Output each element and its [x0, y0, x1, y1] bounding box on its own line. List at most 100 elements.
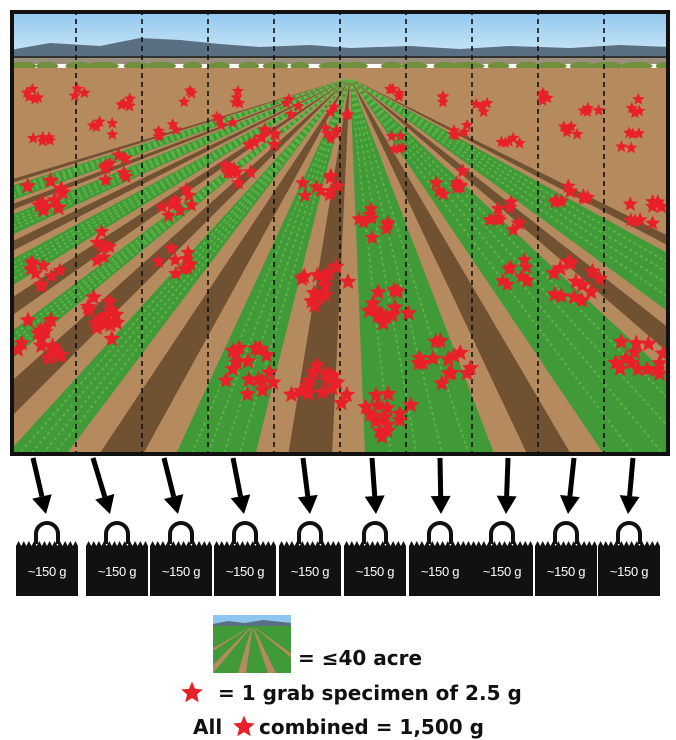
grab-specimen-star [339, 272, 357, 290]
grab-specimen-star [590, 269, 609, 287]
grab-specimen-star [332, 394, 351, 411]
grab-specimen-star [36, 134, 49, 147]
grab-specimen-star [644, 215, 661, 230]
grab-specimen-star [253, 371, 271, 388]
grab-specimen-star [93, 115, 106, 128]
grab-specimen-star [123, 99, 136, 112]
seedling-row [352, 79, 670, 287]
grab-specimen-star [54, 183, 72, 200]
grab-specimen-star [101, 315, 119, 333]
flow-arrow [496, 457, 517, 514]
grab-specimen-star [94, 223, 110, 239]
grab-specimen-star [627, 334, 645, 351]
sample-bag: ~150 g [214, 520, 276, 596]
grab-specimen-star [469, 97, 483, 110]
grab-specimen-star [161, 207, 177, 223]
grab-specimen-star [303, 292, 321, 309]
grab-specimen-star [365, 406, 383, 424]
sample-bag: ~150 g [471, 520, 533, 596]
grab-specimen-star [383, 306, 401, 323]
sample-bag: ~150 g [150, 520, 212, 596]
grab-specimen-star [308, 356, 326, 373]
grab-specimen-star [297, 187, 313, 203]
sample-bag: ~150 g [16, 520, 78, 596]
sample-bag-weight: ~150 g [355, 564, 395, 579]
grab-specimen-star [22, 90, 36, 103]
field-frame [10, 10, 670, 456]
sample-bag: ~150 g [86, 520, 148, 596]
grab-specimen-star [50, 347, 68, 364]
grab-specimen-star [97, 160, 113, 175]
grab-specimen-star [260, 363, 278, 380]
grab-specimen-star [502, 199, 518, 215]
grab-specimen-star [324, 132, 337, 145]
flow-arrow [90, 457, 115, 514]
seedling-row [10, 79, 347, 272]
grab-specimen-star [338, 385, 356, 403]
grab-specimen-star [513, 136, 526, 149]
grab-specimen-star [19, 311, 37, 328]
grab-specimen-star [372, 305, 391, 322]
grab-specimen-star [394, 129, 407, 142]
grab-specimen-star [176, 261, 192, 276]
grab-specimen-star [246, 339, 265, 356]
grab-specimen-star [31, 91, 45, 103]
grab-specimen-star [402, 396, 420, 413]
sample-bag-weight: ~150 g [225, 564, 265, 579]
grab-specimen-star [562, 254, 580, 271]
grab-specimen-star [102, 301, 120, 318]
grab-specimen-stars [10, 82, 670, 445]
grab-specimen-star [226, 160, 242, 176]
grab-specimen-star [42, 171, 60, 189]
grab-specimen-star [52, 262, 68, 277]
grab-specimen-star [154, 198, 170, 214]
grab-specimen-star [166, 118, 179, 130]
grab-specimen-star [213, 112, 226, 125]
grab-specimen-star [35, 257, 51, 273]
seedling-row [238, 79, 351, 456]
grab-specimen-star [267, 126, 283, 141]
grab-specimen-star [28, 265, 44, 280]
grab-specimen-star [231, 84, 245, 97]
grab-specimen-star [439, 350, 457, 367]
grab-specimen-star [369, 283, 387, 300]
grab-specimen-star [323, 183, 339, 198]
grab-specimen-star [626, 127, 639, 140]
grab-specimen-star [240, 370, 258, 388]
sample-bag-weight: ~150 g [482, 564, 522, 579]
grab-specimen-star [178, 181, 194, 197]
flow-arrow [430, 457, 451, 514]
grab-specimen-star [427, 332, 445, 349]
sample-bag-weight: ~150 g [546, 564, 586, 579]
grab-specimen-star [388, 282, 407, 299]
legend-field-text: = ≤40 acre [298, 646, 423, 670]
seedling-row [349, 79, 444, 456]
grab-specimen-star [253, 381, 271, 398]
grab-specimen-star [329, 126, 342, 139]
flow-arrow [364, 457, 385, 514]
grab-specimen-star [546, 285, 564, 302]
grab-specimen-star [89, 234, 105, 250]
field-photo [10, 10, 670, 456]
grab-specimen-star [607, 353, 625, 371]
grab-specimen-star [573, 291, 591, 308]
seedling-row [10, 79, 346, 229]
crop-bed [10, 80, 345, 201]
grab-specimen-star [106, 128, 119, 140]
grab-specimen-star [629, 360, 647, 377]
grab-specimen-star [431, 183, 447, 198]
grab-specimen-star [364, 229, 380, 245]
grab-specimen-star [150, 253, 167, 268]
grab-specimen-star [316, 276, 334, 293]
sample-bag-icon [471, 521, 533, 596]
grab-specimen-star [242, 164, 259, 179]
grab-specimen-star [293, 269, 311, 287]
grab-specimen-star [32, 329, 50, 347]
field-thumbnail-icon [213, 615, 291, 673]
sample-bag-icon [150, 521, 212, 596]
grab-specimen-star [638, 360, 656, 377]
grab-specimen-star [435, 186, 451, 201]
grab-specimen-star [322, 169, 338, 185]
grab-specimen-star [32, 321, 50, 338]
grab-specimen-star [327, 257, 345, 274]
